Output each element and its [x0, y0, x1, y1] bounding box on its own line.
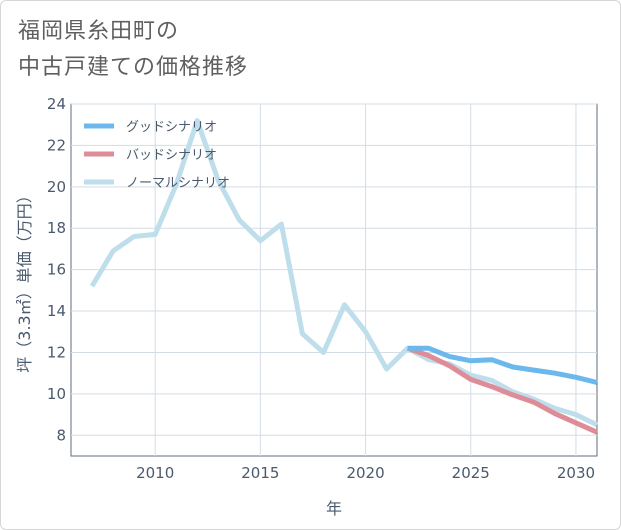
x-tick-label: 2010 [136, 464, 174, 482]
tick-labels: 2010 2015 2020 2025 2030 8 10 12 14 16 18 20 22 24 [47, 95, 595, 482]
chart-title-line1: 福岡県糸田町の [18, 19, 180, 44]
y-tick-label: 24 [47, 95, 66, 113]
legend-label-1: バッドシナリオ [126, 148, 217, 163]
legend-label-2: ノーマルシナリオ [126, 176, 230, 191]
x-tick-label: 2020 [346, 464, 384, 482]
y-tick-label: 8 [56, 426, 66, 444]
series-line-2 [89, 118, 599, 428]
y-tick-label: 10 [47, 385, 66, 403]
legend-label-0: グッドシナリオ [126, 120, 217, 135]
x-tick-label: 2030 [557, 464, 595, 482]
chart-title: 福岡県糸田町の 中古戸建ての価格推移 [18, 14, 248, 86]
y-tick-label: 18 [47, 219, 66, 237]
x-axis-label: 年 [326, 499, 342, 518]
y-tick-label: 22 [47, 136, 66, 154]
series-line-0 [407, 345, 598, 385]
y-tick-label: 12 [47, 343, 66, 361]
y-tick-label: 14 [47, 302, 66, 320]
y-tick-label: 16 [47, 261, 66, 279]
series-line-1 [406, 345, 599, 435]
chart-title-line2: 中古戸建ての価格推移 [18, 55, 249, 80]
x-tick-label: 2015 [241, 464, 279, 482]
y-tick-label: 20 [47, 178, 66, 196]
series-layer [89, 118, 599, 435]
y-axis-label: 坪（3.3㎡）単価（万円） [15, 187, 34, 372]
plot-area [70, 103, 598, 457]
x-tick-label: 2025 [452, 464, 490, 482]
